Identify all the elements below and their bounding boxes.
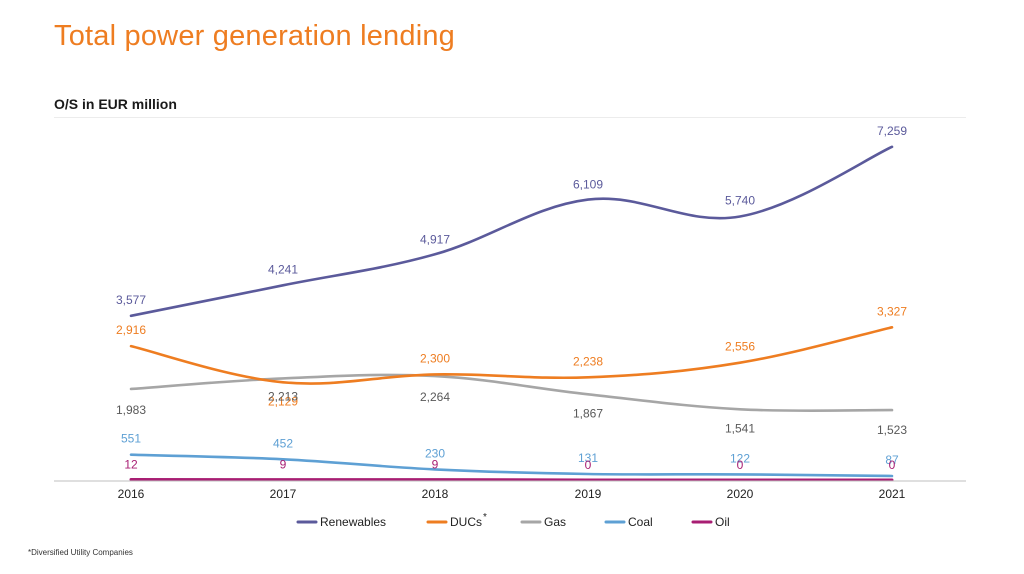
data-label-gas-2016: 1,983 bbox=[116, 403, 146, 417]
data-label-oil-2016: 12 bbox=[124, 457, 138, 471]
data-label-ducs-2019: 2,238 bbox=[573, 354, 603, 368]
data-label-coal-2018: 230 bbox=[425, 446, 445, 460]
data-label-gas-2018: 2,264 bbox=[420, 390, 450, 404]
data-label-gas-2021: 1,523 bbox=[877, 423, 907, 437]
data-label-oil-2021: 0 bbox=[889, 458, 896, 472]
data-label-coal-2021: 87 bbox=[885, 453, 899, 467]
data-label-renewables-2018: 4,917 bbox=[420, 232, 450, 246]
data-label-coal-2017: 452 bbox=[273, 436, 293, 450]
chart-subtitle: O/S in EUR million bbox=[54, 96, 177, 112]
legend-label-gas: Gas bbox=[544, 515, 566, 529]
legend-label-coal: Coal bbox=[628, 515, 653, 529]
legend-superscript-ducs: * bbox=[483, 512, 487, 523]
legend-label-renewables: Renewables bbox=[320, 515, 386, 529]
data-label-gas-2020: 1,541 bbox=[725, 421, 755, 435]
data-label-gas-2017: 2,213 bbox=[268, 389, 298, 403]
series-lines bbox=[129, 145, 894, 482]
legend-label-oil: Oil bbox=[715, 515, 730, 529]
data-label-ducs-2016: 2,916 bbox=[116, 323, 146, 337]
x-tick-label-2019: 2019 bbox=[575, 487, 602, 501]
legend-label-ducs: DUCs* bbox=[450, 512, 487, 529]
data-label-oil-2017: 9 bbox=[280, 458, 287, 472]
x-tick-label-2021: 2021 bbox=[879, 487, 906, 501]
series-line-gas bbox=[129, 373, 894, 413]
x-tick-label-2018: 2018 bbox=[422, 487, 449, 501]
data-label-renewables-2021: 7,259 bbox=[877, 124, 907, 138]
data-label-ducs-2020: 2,556 bbox=[725, 340, 755, 354]
footnote: *Diversified Utility Companies bbox=[28, 548, 133, 557]
data-labels: 3,577 4,241 4,917 6,109 5,740 7,259 2,916 2,129… bbox=[116, 124, 907, 472]
data-label-ducs-2017: 2,129 bbox=[268, 394, 298, 408]
x-tick-label-2020: 2020 bbox=[727, 487, 754, 501]
legend-item-gas: Gas bbox=[520, 515, 566, 529]
data-label-coal-2016: 551 bbox=[121, 432, 141, 446]
series-line-coal bbox=[129, 453, 894, 478]
data-label-renewables-2017: 4,241 bbox=[268, 262, 298, 276]
data-label-oil-2018: 9 bbox=[432, 458, 439, 472]
series-line-renewables bbox=[129, 145, 894, 318]
data-label-gas-2019: 1,867 bbox=[573, 406, 603, 420]
data-label-coal-2019: 131 bbox=[578, 451, 598, 465]
subtitle-divider bbox=[54, 117, 966, 118]
x-tick-label-2017: 2017 bbox=[270, 487, 297, 501]
data-label-renewables-2016: 3,577 bbox=[116, 293, 146, 307]
x-tick-label-2016: 2016 bbox=[118, 487, 145, 501]
x-axis-ticks: 2016 2017 2018 2019 2020 2021 bbox=[118, 487, 906, 501]
data-label-renewables-2020: 5,740 bbox=[725, 194, 755, 208]
series-line-ducs bbox=[129, 326, 894, 385]
series-line-oil bbox=[129, 477, 894, 482]
legend-item-coal: Coal bbox=[604, 515, 653, 529]
data-label-ducs-2021: 3,327 bbox=[877, 304, 907, 318]
data-label-coal-2020: 122 bbox=[730, 451, 750, 465]
data-label-ducs-2018: 2,300 bbox=[420, 351, 450, 365]
legend-item-oil: Oil bbox=[691, 515, 730, 529]
data-label-oil-2019: 0 bbox=[585, 458, 592, 472]
chart-title: Total power generation lending bbox=[54, 20, 455, 52]
legend-item-renewables: Renewables bbox=[296, 515, 386, 529]
legend-item-ducs: DUCs* bbox=[426, 512, 487, 529]
data-label-oil-2020: 0 bbox=[737, 458, 744, 472]
legend: Renewables DUCs* Gas Coal Oil bbox=[296, 512, 730, 529]
data-label-renewables-2019: 6,109 bbox=[573, 178, 603, 192]
